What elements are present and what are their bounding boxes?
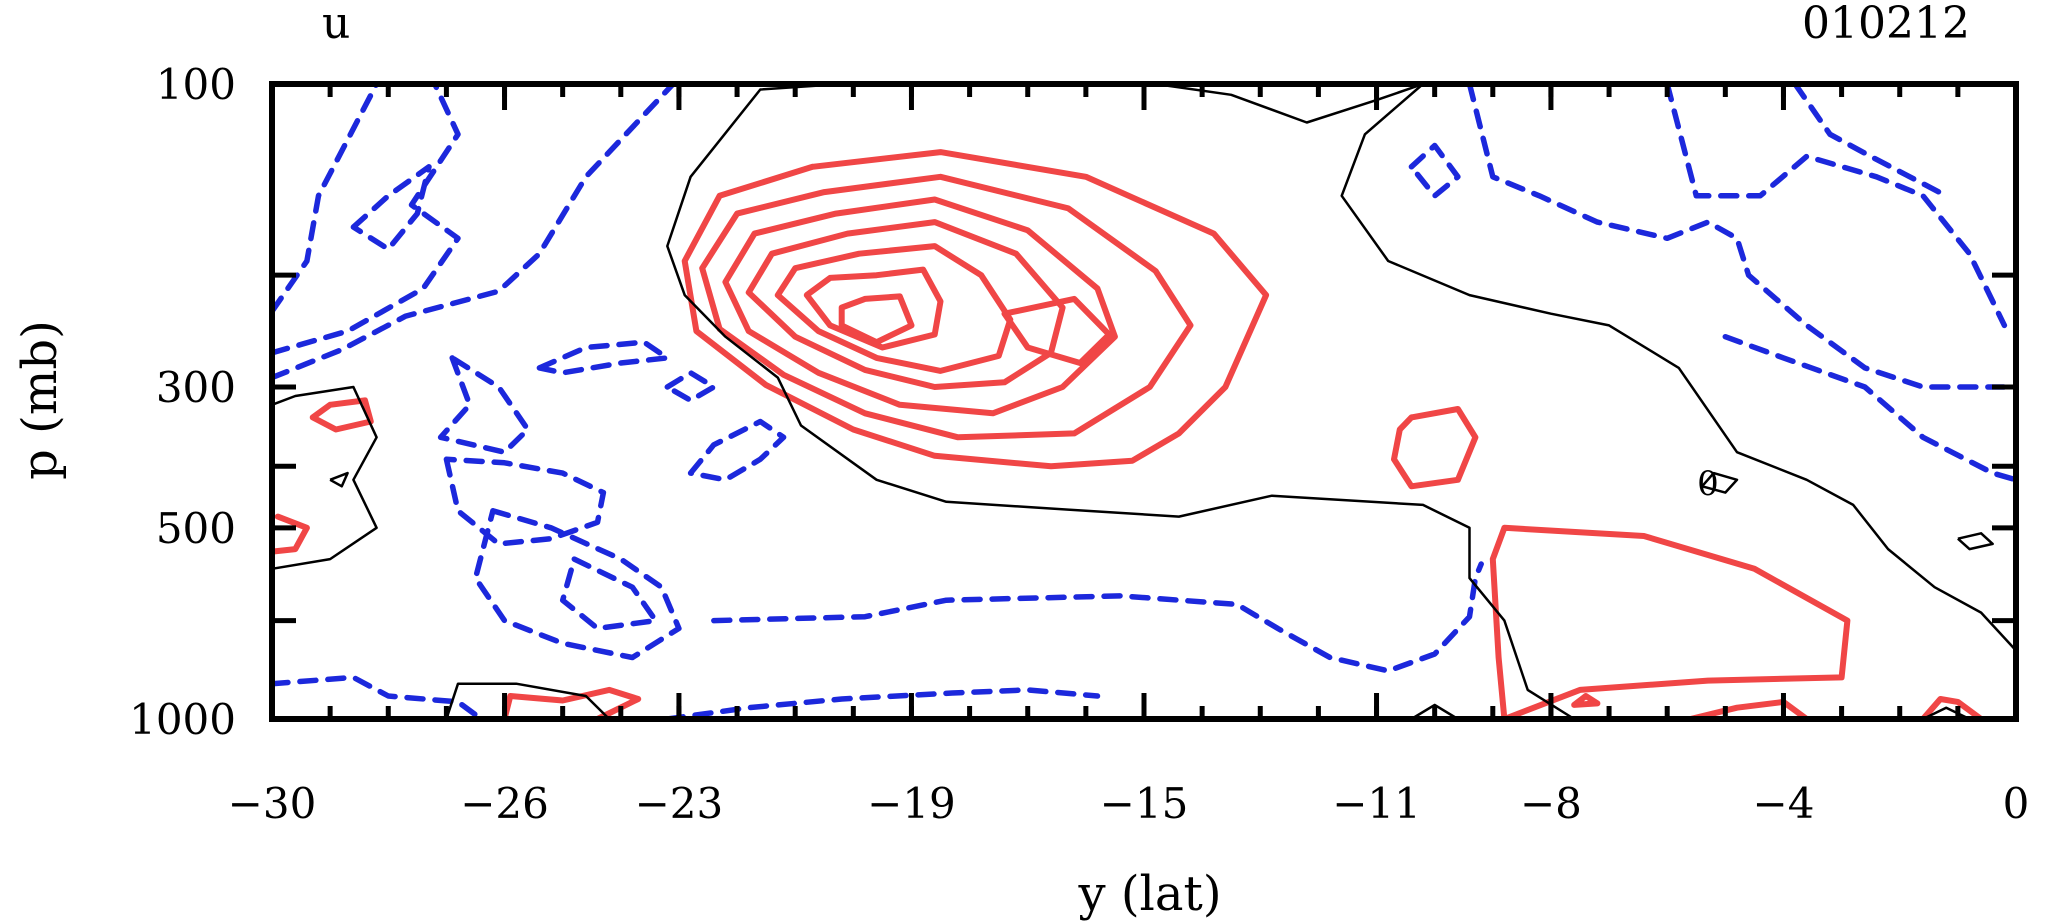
contour-neg-19 <box>350 164 432 252</box>
x-ticks <box>269 84 2019 719</box>
y-ticks <box>272 81 2016 722</box>
contour-zero-44 <box>1922 706 1971 721</box>
title-right: 010212 <box>1802 0 1970 49</box>
contour-neg-30 <box>1466 81 2019 390</box>
x-axis-label: y (lat) <box>1077 866 1221 922</box>
contour-neg-32 <box>1792 81 1949 199</box>
contour-neg-23 <box>559 556 659 632</box>
y-tick-label: 500 <box>156 504 236 553</box>
y-tick-label: 300 <box>156 363 236 412</box>
contour-pos-4 <box>774 243 1014 374</box>
contour-pos-5 <box>803 266 944 351</box>
contour-zero-35 <box>271 385 378 571</box>
contour-pos-2 <box>722 196 1118 417</box>
contour-neg-24 <box>687 418 787 483</box>
contour-pos-1 <box>699 173 1194 441</box>
contour-label-zero: 0 <box>1697 464 1719 504</box>
contour-pos-6 <box>838 293 915 346</box>
contour-zero-40 <box>1701 471 1739 494</box>
x-tick-label: −26 <box>460 779 549 828</box>
contour-neg-22 <box>472 508 682 661</box>
contour-neg-34 <box>1722 333 2019 483</box>
y-tick-labels: 100 300 500 1000 <box>129 60 236 744</box>
contour-neg-20 <box>437 355 531 455</box>
contour-pos-10 <box>1489 524 1851 722</box>
contour-zero-37 <box>666 82 1575 721</box>
y-tick-label: 100 <box>156 60 236 109</box>
x-tick-label: −19 <box>867 779 956 828</box>
contour-pos-8 <box>1391 406 1479 490</box>
x-tick-label: −15 <box>1100 779 1189 828</box>
contour-zero-36 <box>329 471 349 488</box>
contour-neg-25 <box>664 370 717 404</box>
contour-neg-33 <box>1408 142 1461 199</box>
contour-neg-28 <box>269 674 485 722</box>
contour-zero-41 <box>1957 532 1994 551</box>
contour-neg-18 <box>269 81 461 356</box>
contour-neg-16 <box>269 81 380 315</box>
contour-neg-21 <box>443 456 607 547</box>
plot-frame <box>269 81 2019 722</box>
x-tick-label: −4 <box>1753 779 1815 828</box>
contour-pos-11 <box>269 513 310 555</box>
title-left: u <box>322 0 350 49</box>
x-tick-label: −8 <box>1520 779 1582 828</box>
contour-neg-27 <box>711 561 1484 674</box>
contour-zero-43 <box>1410 703 1459 721</box>
contour-pos-14 <box>1920 696 1985 722</box>
contour-neg-31 <box>1664 81 2008 329</box>
contour-lines <box>269 81 2019 722</box>
x-tick-label: −11 <box>1332 779 1421 828</box>
contour-zero-38 <box>1155 82 1424 124</box>
contour-pos-13 <box>1687 698 1810 722</box>
y-axis-label: p (mb) <box>12 320 68 480</box>
contour-pos-7 <box>1001 295 1113 366</box>
x-tick-label: 0 <box>2003 779 2030 828</box>
y-tick-label: 1000 <box>129 695 236 744</box>
x-tick-label: −23 <box>635 779 724 828</box>
contour-neg-29 <box>664 687 1101 722</box>
contour-zero-39 <box>1340 83 2017 652</box>
x-tick-labels: −30 −26 −23 −19 −15 −11 −8 −4 0 <box>228 779 2030 828</box>
contour-zero-42 <box>445 682 611 720</box>
contour-neg-26 <box>536 339 671 376</box>
contour-pos-0 <box>681 149 1270 470</box>
contour-pos-15 <box>1571 693 1601 708</box>
contour-pos-3 <box>745 219 1066 390</box>
x-tick-label: −30 <box>228 779 317 828</box>
